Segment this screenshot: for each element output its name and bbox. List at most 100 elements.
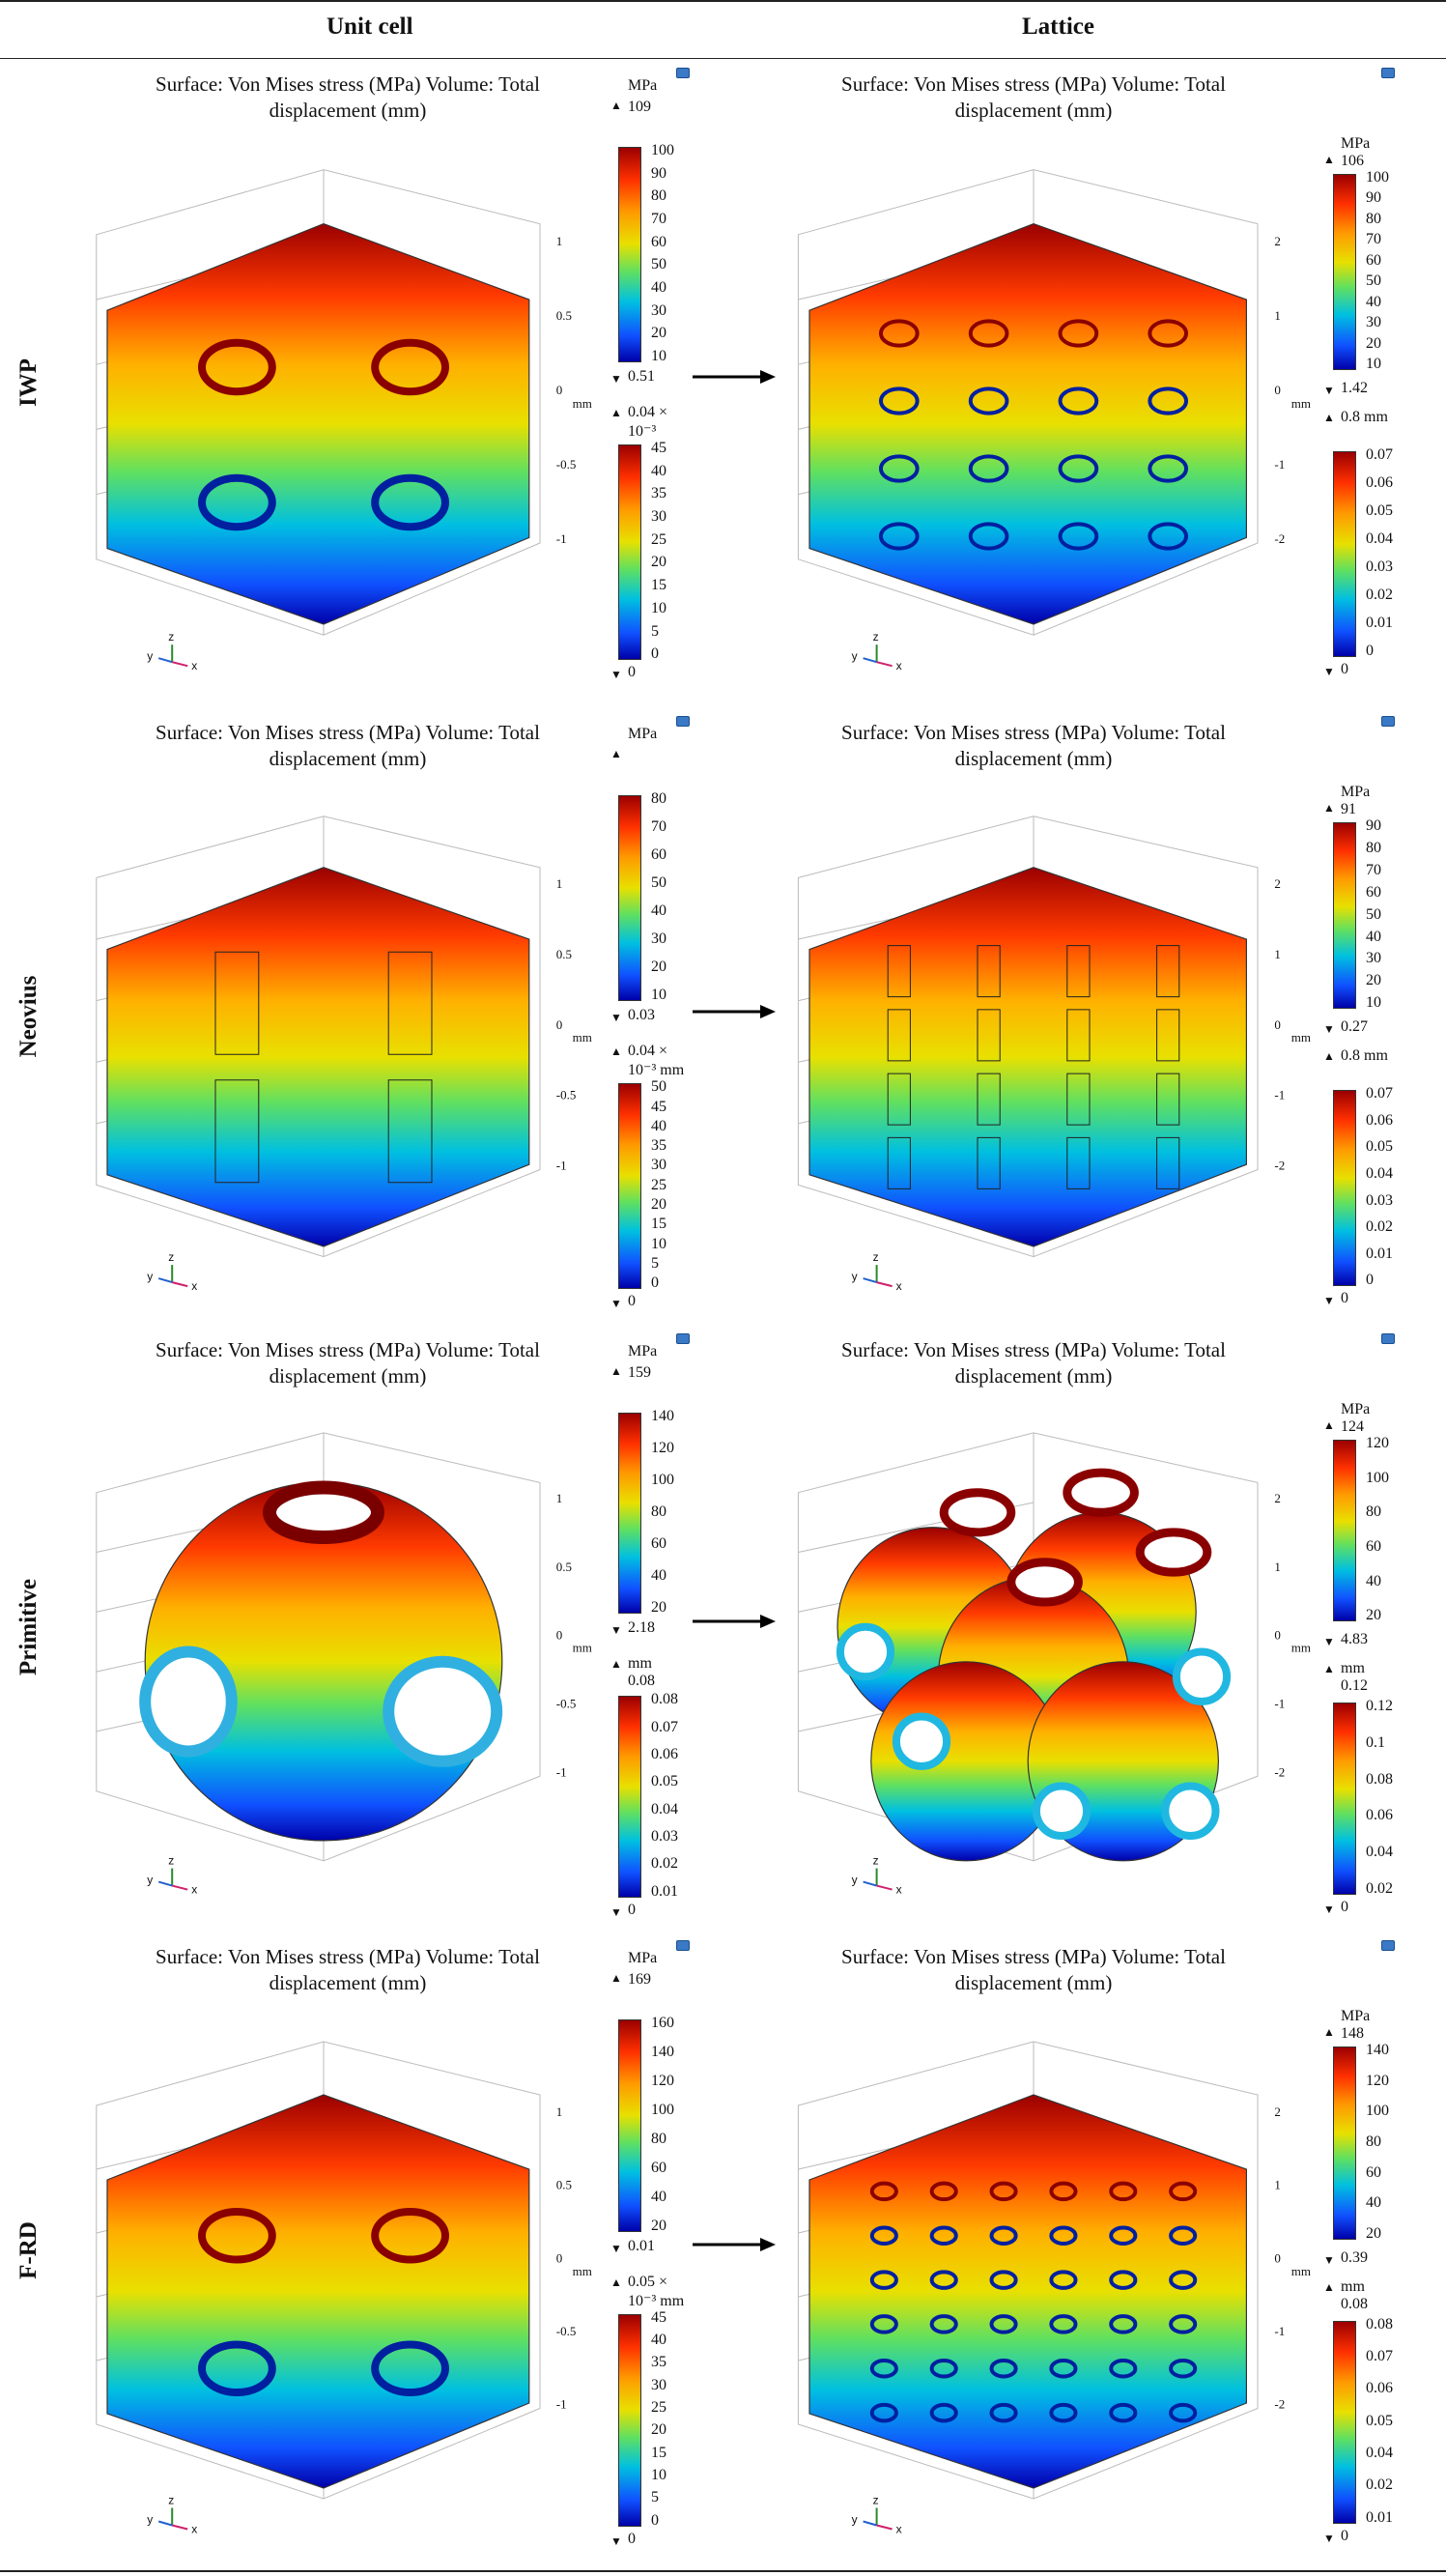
colorbar-tick-label: 60 (651, 2159, 666, 2176)
colorbar-tick-label: 100 (1366, 1469, 1389, 1486)
title-line-1: Surface: Von Mises stress (MPa) Volume: … (841, 1945, 1226, 1968)
displacement-colorbar (1333, 1703, 1356, 1895)
axis-tick-label: 0 (556, 383, 563, 397)
colorbar-tick-label: 60 (1366, 883, 1381, 901)
max-marker-icon: ▲ (1323, 2279, 1335, 2294)
triad-y-label: y (147, 2513, 153, 2527)
window-icon (1381, 1333, 1395, 1344)
triad-z-label: z (873, 1854, 879, 1868)
stress-colorbar (1333, 2046, 1356, 2240)
colorbar-tick-label: 0.04 (1366, 1165, 1393, 1182)
colorbar-tick-label: 5 (651, 1255, 659, 1273)
stress-colorbar (618, 795, 641, 1002)
triad-x-label: x (191, 2523, 197, 2536)
colorbar-tick-label: 120 (1366, 1435, 1389, 1451)
stress-min-label: 2.18 (628, 1619, 655, 1637)
row-label-2: Primitive (15, 1578, 42, 1675)
axis-tick-label: -2 (1274, 531, 1285, 546)
title-line-1: Surface: Von Mises stress (MPa) Volume: … (156, 721, 540, 744)
colorbar-tick-label: 0.07 (1366, 446, 1393, 464)
stress-min-label: 0.01 (628, 2237, 655, 2254)
triad-y-label: y (147, 1270, 153, 1283)
colorbar-tick-label: 20 (651, 1599, 666, 1617)
row-label-3: F-RD (15, 2221, 42, 2279)
max-marker-icon: ▲ (610, 1045, 622, 1059)
axis-tick-label: 1 (1274, 947, 1281, 961)
axis-tick-label: -2 (1274, 2397, 1285, 2412)
min-marker-icon: ▼ (1323, 1635, 1335, 1649)
colorbar-tick-label: 0 (651, 1274, 659, 1292)
colorbar-tick-label: 10 (651, 987, 666, 1004)
axis-tick-label: -1 (556, 2397, 567, 2412)
colorbar-tick-label: 0.06 (1366, 1111, 1393, 1129)
stress-max-label: 106 (1341, 153, 1364, 169)
triad-x-label: x (191, 1883, 197, 1897)
max-marker-icon: ▲ (1323, 2025, 1335, 2039)
colorbar-tick-label: 20 (1366, 972, 1381, 989)
colorbar-tick-label: 15 (651, 2444, 666, 2461)
unit-cell-render-3: 1 0.5 0 -0.5 -1 mm x y z (96, 2041, 592, 2536)
lattice-plot-title: Surface: Von Mises stress (MPa) Volume: … (753, 720, 1314, 772)
colorbar-tick-label: 70 (651, 818, 666, 836)
lattice-render-1: 2 1 0 -1 -2 mm x y z (797, 816, 1311, 1293)
colorbar-tick-label: 80 (651, 790, 666, 807)
colorbar-tick-label: 45 (651, 440, 666, 457)
stress-max-label: 169 (628, 1971, 651, 1988)
stress-max-label: 124 (1341, 1418, 1364, 1435)
colorbar-tick-label: 0.12 (1366, 1698, 1393, 1715)
min-marker-icon: ▼ (610, 2241, 622, 2255)
disp-max-label: 0.04 × (628, 404, 668, 421)
colorbar-tick-label: 10 (651, 1235, 666, 1252)
disp-max-label-2: 0.08 (1341, 2295, 1368, 2312)
colorbar-tick-label: 10 (651, 599, 666, 616)
title-line-2: displacement (mm) (269, 1364, 427, 1388)
disp-min-label: 0 (628, 2530, 636, 2547)
displacement-colorbar (618, 1083, 641, 1290)
axis-tick-label: 0 (556, 1017, 563, 1032)
axis-tick-label: 2 (1274, 1491, 1281, 1505)
colorbar-tick-label: 120 (651, 2072, 674, 2089)
disp-min-label: 0 (1341, 1290, 1348, 1307)
lattice-plot-title: Surface: Von Mises stress (MPa) Volume: … (753, 72, 1314, 124)
right-arrow-icon (693, 2238, 776, 2252)
triad-z-label: z (168, 2494, 174, 2507)
top-rule (0, 0, 1446, 2)
axis-unit-label: mm (573, 2264, 592, 2278)
colorbar-tick-label: 5 (651, 622, 659, 640)
colorbar-tick-label: 50 (1366, 905, 1381, 923)
axis-tick-label: 1 (556, 1491, 563, 1505)
colorbar-tick-label: 0 (651, 2511, 659, 2529)
colorbar-tick-label: 50 (651, 874, 666, 892)
min-marker-icon: ▼ (610, 1297, 622, 1311)
min-marker-icon: ▼ (610, 1011, 622, 1025)
colorbar-tick-label: 20 (651, 2421, 666, 2439)
title-line-2: displacement (mm) (269, 747, 427, 770)
axis-tick-label: 1 (556, 234, 563, 248)
colorbar-tick-label: 25 (651, 530, 666, 548)
colorbar-tick-label: 0.02 (1366, 587, 1393, 604)
disp-max-label: mm (1341, 1660, 1365, 1677)
title-line-1: Surface: Von Mises stress (MPa) Volume: … (841, 1338, 1226, 1361)
colorbar-tick-label: 30 (651, 301, 666, 319)
axis-tick-label: 0.5 (556, 2178, 572, 2192)
colorbar-tick-label: 0.04 (1366, 530, 1393, 548)
min-marker-icon: ▼ (610, 1904, 622, 1919)
triad-x-label: x (896, 1883, 902, 1897)
disp-min-label: 0 (1341, 661, 1348, 678)
min-marker-icon: ▼ (610, 2533, 622, 2548)
unit-cell-render-1: 1 0.5 0 -0.5 -1 mm x y z (96, 816, 592, 1293)
displacement-colorbar (618, 2313, 641, 2527)
colorbar-tick-label: 10 (1366, 356, 1381, 373)
axis-tick-label: 0.5 (556, 1560, 572, 1574)
colorbar-tick-label: 140 (1366, 2042, 1389, 2058)
axis-unit-label: mm (1291, 396, 1311, 411)
colorbar-tick-label: 30 (651, 1157, 666, 1174)
triad-x-label: x (191, 659, 197, 673)
stress-max-label: 109 (628, 99, 651, 115)
stress-min-label: 0.27 (1341, 1018, 1368, 1036)
stress-colorbar (618, 1413, 641, 1615)
triad-z-label: z (168, 1854, 174, 1868)
colorbar-tick-label: 10 (651, 2466, 666, 2483)
colorbar-tick-label: 30 (651, 2376, 666, 2393)
title-line-2: displacement (mm) (269, 99, 427, 122)
